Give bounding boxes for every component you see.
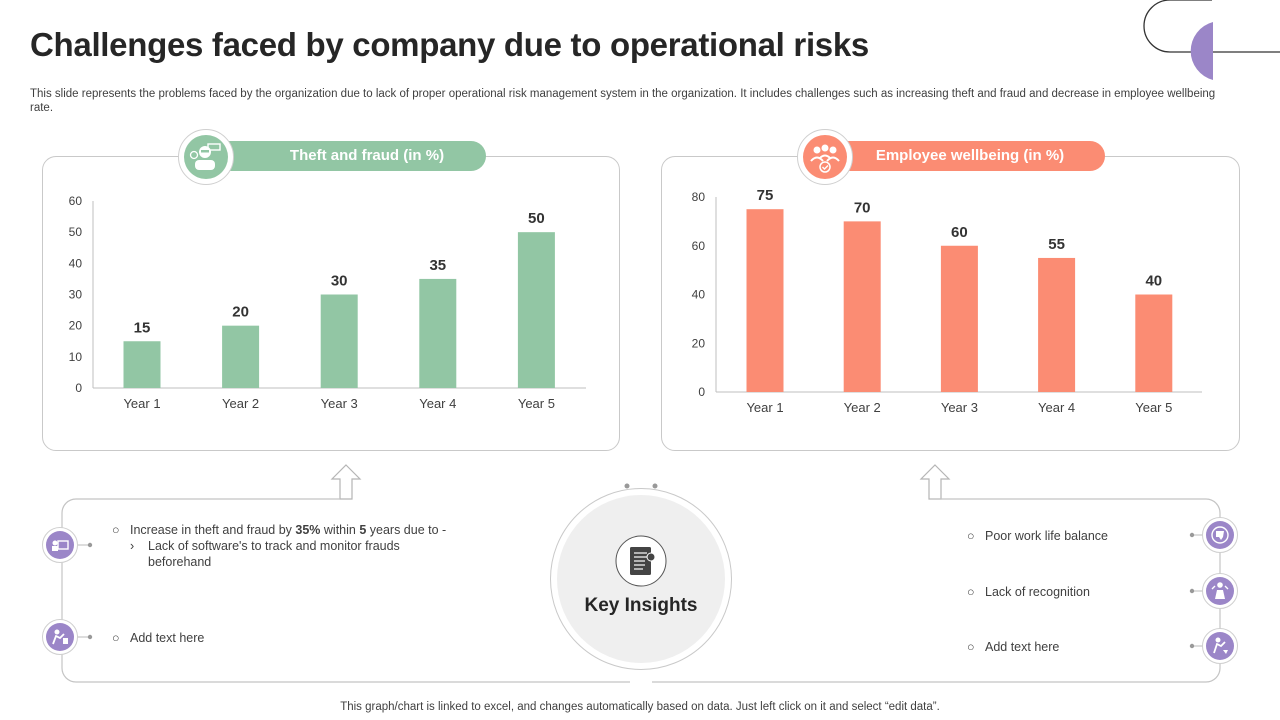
page-subtitle: This slide represents the problems faced… [30,88,1216,114]
y-tick-label: 60 [69,194,83,208]
wellbeing-title-pill: Employee wellbeing (in %) [833,141,1105,171]
bar-value-label: 15 [134,319,151,336]
y-tick-label: 10 [69,350,83,364]
bar[interactable] [940,245,978,392]
wellbeing-chart-title: Employee wellbeing (in %) [875,147,1065,164]
worker-icon [46,623,74,651]
y-tick-label: 50 [69,225,83,239]
footer-note: This graph/chart is linked to excel, and… [340,701,940,713]
y-tick-label: 40 [69,256,83,270]
bar-value-label: 70 [854,199,871,216]
bar-value-label: 40 [1145,273,1162,290]
y-tick-label: 0 [698,385,705,399]
theft-fraud-chart-panel[interactable]: 0 10 20 30 40 50 60 15 Year 1 20 Year 2 30 Year 3 35 Y… [42,156,620,451]
x-tick-label: Year 5 [1135,400,1172,415]
left-insight-1: ○ Increase in theft and fraud by 35% with… [112,523,447,537]
workload-icon-badge [42,619,78,655]
notebook-icon [615,535,667,587]
page-title: Challenges faced by company due to opera… [30,26,869,63]
bar[interactable] [419,278,457,388]
x-tick-label: Year 3 [321,396,358,411]
bar[interactable] [843,221,881,392]
theft-fraud-chart[interactable]: 0 10 20 30 40 50 60 15 Year 1 20 Year 2 30 Year 3 35 Y… [43,157,621,452]
bar-value-label: 60 [951,224,968,241]
stressed-person-icon [1206,632,1234,660]
fraud-icon-badge [42,527,78,563]
theft-fraud-chart-title: Theft and fraud (in %) [289,147,445,164]
bar[interactable] [222,325,260,388]
theft-icon-badge [178,129,234,185]
x-tick-label: Year 1 [123,396,160,411]
y-tick-label: 0 [75,381,82,395]
y-tick-label: 30 [69,288,83,302]
bar[interactable] [1135,294,1173,393]
y-tick-label: 40 [692,288,706,302]
bar-value-label: 55 [1048,236,1065,253]
stress-icon-badge [1202,628,1238,664]
bar[interactable] [123,341,161,388]
employee-wellbeing-chart[interactable]: 0 20 40 60 80 75 Year 1 70 Year 2 60 Year 3 55 Year … [662,157,1241,452]
right-insight-3: ○ Add text here [967,640,1060,654]
left-insight-1-sub: › Lack of software's to track and monitor… [130,539,400,569]
bar[interactable] [746,209,784,392]
wellbeing-icon-badge [797,129,853,185]
right-insight-2: ○ Lack of recognition [967,585,1090,599]
bar-value-label: 50 [528,210,545,227]
money-theft-icon [46,531,74,559]
award-person-icon [1206,577,1234,605]
x-tick-label: Year 3 [941,400,978,415]
recognition-icon-badge [1202,573,1238,609]
employees-icon [803,135,847,179]
x-tick-label: Year 1 [746,400,783,415]
y-tick-label: 60 [692,239,706,253]
x-tick-label: Year 5 [518,396,555,411]
x-tick-label: Year 4 [1038,400,1075,415]
bar[interactable] [1038,257,1076,392]
right-insight-1: ○ Poor work life balance [967,529,1108,543]
x-tick-label: Year 2 [222,396,259,411]
key-insights-circle: Key Insights [550,488,732,670]
bar[interactable] [320,294,358,389]
x-tick-label: Year 4 [419,396,456,411]
thief-icon [184,135,228,179]
employee-wellbeing-chart-panel[interactable]: 0 20 40 60 80 75 Year 1 70 Year 2 60 Year 3 55 Year … [661,156,1240,451]
corner-decoration [1143,0,1280,80]
theft-fraud-title-pill: Theft and fraud (in %) [214,141,486,171]
y-tick-label: 20 [69,319,83,333]
left-insight-2: ○ Add text here [112,631,205,645]
balance-icon-badge [1202,517,1238,553]
y-tick-label: 20 [692,336,706,350]
bar-value-label: 20 [232,304,249,321]
bar-value-label: 35 [429,257,446,274]
thumbs-down-icon [1206,521,1234,549]
bar-value-label: 75 [757,187,774,204]
bar[interactable] [517,232,555,388]
y-tick-label: 80 [692,190,706,204]
x-tick-label: Year 2 [844,400,881,415]
key-insights-label: Key Insights [584,595,698,616]
up-arrow-icon [330,464,362,500]
bar-value-label: 30 [331,273,348,290]
